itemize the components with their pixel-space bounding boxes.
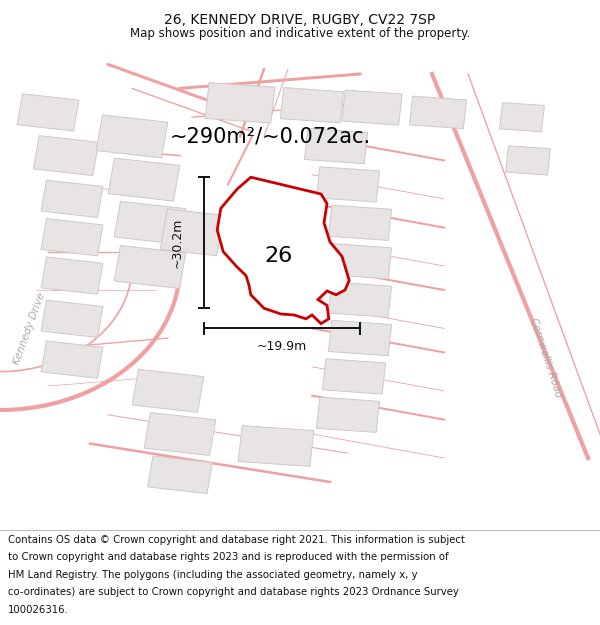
Bar [500,102,544,132]
Text: Map shows position and indicative extent of the property.: Map shows position and indicative extent… [130,27,470,40]
Bar [41,341,103,378]
Text: 26: 26 [265,246,293,266]
Bar [41,180,103,218]
Text: ~19.9m: ~19.9m [257,341,307,353]
Text: Cornwallis Road: Cornwallis Road [529,316,563,398]
Text: ~30.2m: ~30.2m [170,217,184,268]
Bar [17,94,79,131]
Text: Contains OS data © Crown copyright and database right 2021. This information is : Contains OS data © Crown copyright and d… [8,535,465,545]
Bar [41,257,103,294]
Text: HM Land Registry. The polygons (including the associated geometry, namely x, y: HM Land Registry. The polygons (includin… [8,570,418,580]
Bar [328,321,392,356]
Bar [160,209,224,256]
Text: 100026316.: 100026316. [8,605,68,615]
Bar [148,456,212,494]
Text: ~290m²/~0.072ac.: ~290m²/~0.072ac. [169,126,371,146]
Bar [114,246,186,289]
Bar [328,282,392,318]
Bar [342,90,402,125]
Bar [132,369,204,413]
Bar [108,158,180,201]
Bar [41,219,103,256]
Bar [316,167,380,202]
Bar [205,82,275,123]
Polygon shape [217,177,349,324]
Bar [280,88,344,123]
Bar [304,128,368,164]
Bar [322,359,386,394]
Bar [41,300,103,338]
Text: co-ordinates) are subject to Crown copyright and database rights 2023 Ordnance S: co-ordinates) are subject to Crown copyr… [8,588,458,598]
Bar [114,201,186,244]
Text: 26, KENNEDY DRIVE, RUGBY, CV22 7SP: 26, KENNEDY DRIVE, RUGBY, CV22 7SP [164,12,436,26]
Bar [328,244,392,279]
Bar [410,96,466,129]
Bar [328,205,392,241]
Bar [96,115,168,158]
Bar [238,426,314,466]
Bar [144,412,216,456]
Bar [34,136,98,176]
Bar [316,397,380,432]
Bar [506,146,550,175]
Text: Kennedy Drive: Kennedy Drive [11,291,46,366]
Text: to Crown copyright and database rights 2023 and is reproduced with the permissio: to Crown copyright and database rights 2… [8,552,448,562]
